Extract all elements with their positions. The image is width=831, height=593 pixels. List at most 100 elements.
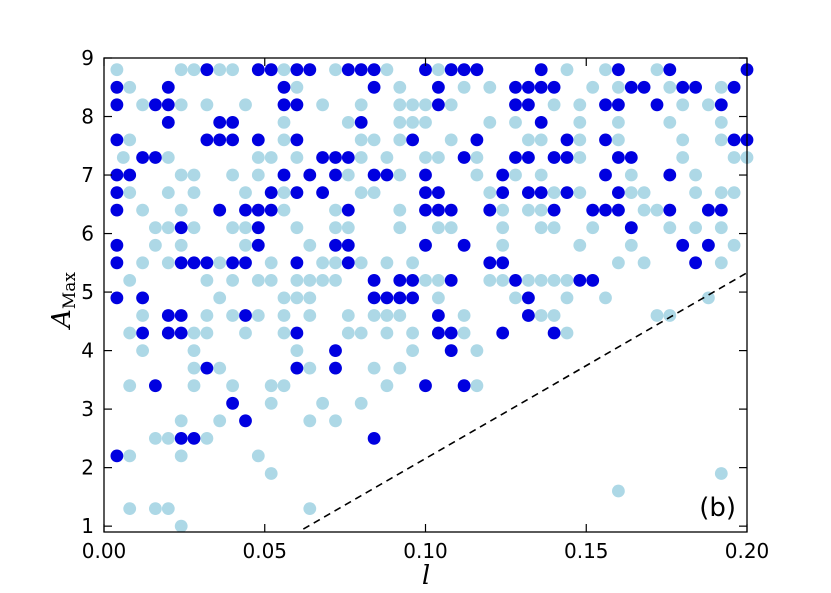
y-tick-label: 8 bbox=[81, 105, 94, 129]
point-series1-146 bbox=[393, 116, 407, 129]
point-series1-232 bbox=[637, 256, 651, 270]
point-series2-130 bbox=[534, 63, 548, 77]
point-series2-81 bbox=[367, 274, 381, 287]
point-series1-16 bbox=[123, 379, 137, 393]
point-series2-153 bbox=[624, 221, 638, 235]
point-series1-112 bbox=[329, 221, 342, 235]
point-series1-119 bbox=[354, 98, 368, 112]
point-series1-221 bbox=[612, 80, 625, 94]
point-series2-140 bbox=[560, 186, 574, 200]
point-series1-97 bbox=[303, 238, 317, 252]
point-series1-194 bbox=[560, 326, 574, 340]
point-series2-101 bbox=[432, 309, 445, 322]
point-series1-144 bbox=[393, 98, 407, 112]
point-series1-44 bbox=[187, 361, 201, 375]
point-series2-134 bbox=[534, 186, 548, 200]
point-series1-260 bbox=[612, 484, 625, 498]
point-series1-197 bbox=[534, 203, 548, 217]
point-series2-107 bbox=[444, 274, 458, 287]
point-series2-35 bbox=[226, 116, 240, 129]
point-series2-11 bbox=[136, 151, 150, 164]
point-series1-130 bbox=[354, 396, 368, 410]
point-series2-118 bbox=[496, 186, 510, 200]
point-series1-198 bbox=[547, 221, 561, 235]
point-series1-6 bbox=[123, 186, 137, 200]
point-series2-167 bbox=[714, 203, 728, 217]
point-series2-108 bbox=[457, 379, 471, 393]
point-series2-14 bbox=[161, 80, 175, 94]
point-series1-102 bbox=[303, 361, 317, 375]
point-series1-105 bbox=[316, 396, 329, 410]
point-series2-149 bbox=[599, 168, 612, 182]
point-series1-217 bbox=[599, 291, 612, 305]
point-series2-55 bbox=[290, 63, 304, 77]
point-series1-188 bbox=[534, 309, 548, 322]
point-series1-110 bbox=[329, 256, 342, 270]
point-series2-76 bbox=[354, 63, 368, 77]
point-series1-133 bbox=[380, 309, 394, 322]
point-series2-166 bbox=[702, 238, 715, 252]
point-series1-100 bbox=[303, 291, 317, 305]
point-series2-24 bbox=[174, 432, 188, 445]
point-series2-92 bbox=[419, 203, 432, 217]
point-series2-83 bbox=[367, 432, 381, 445]
point-series1-96 bbox=[290, 221, 304, 235]
point-series2-62 bbox=[290, 361, 304, 375]
point-series2-54 bbox=[277, 80, 291, 94]
point-series2-18 bbox=[136, 326, 150, 340]
point-series2-56 bbox=[303, 63, 317, 77]
point-series2-25 bbox=[187, 432, 201, 445]
point-series1-152 bbox=[393, 361, 407, 375]
point-series1-31 bbox=[174, 168, 188, 182]
point-series2-115 bbox=[483, 256, 497, 270]
point-series2-168 bbox=[714, 98, 728, 112]
point-series2-19 bbox=[149, 379, 162, 393]
point-series1-70 bbox=[251, 151, 265, 164]
point-series2-66 bbox=[329, 151, 342, 164]
x-tick-label: 0.15 bbox=[564, 539, 609, 563]
point-series2-29 bbox=[200, 256, 214, 270]
point-series1-66 bbox=[251, 274, 265, 287]
point-series2-48 bbox=[251, 133, 265, 147]
point-series1-129 bbox=[341, 326, 355, 340]
point-series2-34 bbox=[213, 116, 227, 129]
point-series1-104 bbox=[303, 502, 317, 515]
point-series1-208 bbox=[560, 63, 574, 77]
point-series1-172 bbox=[470, 344, 484, 357]
point-series2-72 bbox=[341, 256, 355, 270]
point-series1-195 bbox=[534, 221, 548, 235]
point-series1-148 bbox=[406, 256, 419, 270]
point-series1-161 bbox=[419, 116, 432, 129]
point-series1-244 bbox=[689, 221, 702, 235]
point-series1-91 bbox=[277, 133, 291, 147]
point-series1-259 bbox=[663, 309, 677, 322]
point-series1-190 bbox=[534, 274, 548, 287]
point-series1-231 bbox=[624, 238, 638, 252]
point-series2-141 bbox=[573, 274, 587, 287]
point-series2-6 bbox=[110, 256, 124, 270]
point-series1-199 bbox=[547, 186, 561, 200]
point-series2-112 bbox=[457, 151, 471, 164]
point-series1-14 bbox=[123, 326, 137, 340]
y-tick-label: 4 bbox=[81, 339, 94, 363]
point-series1-136 bbox=[380, 256, 394, 270]
point-series2-160 bbox=[689, 80, 702, 94]
point-series1-222 bbox=[612, 116, 625, 129]
point-series1-122 bbox=[367, 133, 381, 147]
point-series1-23 bbox=[174, 449, 188, 463]
point-series2-126 bbox=[522, 151, 535, 164]
point-series2-30 bbox=[200, 361, 214, 375]
point-series1-185 bbox=[509, 291, 522, 305]
point-series1-43 bbox=[200, 326, 214, 340]
point-series1-77 bbox=[264, 274, 278, 287]
point-series1-127 bbox=[341, 309, 355, 322]
point-series1-177 bbox=[470, 151, 484, 164]
point-series2-38 bbox=[213, 203, 227, 217]
point-series2-125 bbox=[522, 80, 535, 94]
y-tick-label: 3 bbox=[81, 397, 94, 421]
point-series2-105 bbox=[444, 63, 458, 77]
point-series1-210 bbox=[573, 116, 587, 129]
point-series2-133 bbox=[534, 116, 548, 129]
point-series1-251 bbox=[714, 133, 728, 147]
y-axis-label: AMax bbox=[47, 272, 80, 330]
